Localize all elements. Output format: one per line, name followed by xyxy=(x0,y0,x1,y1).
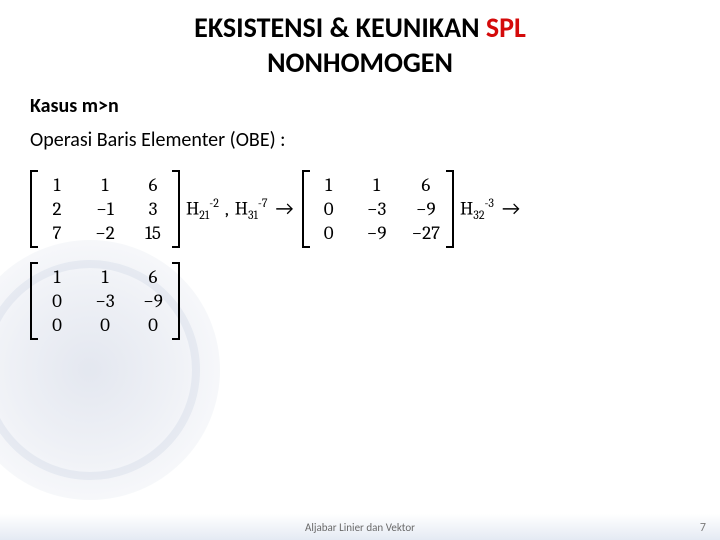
cell: 15 xyxy=(140,222,166,244)
cell: 1 xyxy=(92,266,118,288)
cell: −9 xyxy=(412,198,440,220)
cell: 1 xyxy=(316,174,342,196)
math-row-2: 116 0−3−9 000 xyxy=(30,262,690,340)
bracket-icon xyxy=(172,170,180,248)
cell: 7 xyxy=(44,222,70,244)
matrix-3: 116 0−3−9 000 xyxy=(30,262,180,340)
row-op-1a: H21-2 xyxy=(186,196,219,222)
cell: 6 xyxy=(140,266,166,288)
cell: 3 xyxy=(140,198,166,220)
row-op-2: H32-3 xyxy=(460,196,494,222)
cell: 0 xyxy=(140,314,166,336)
op-base: H xyxy=(460,197,473,219)
cell: −3 xyxy=(364,198,390,220)
math-row-1: 116 2−13 7−215 H21-2 , H31-7 → 116 0−3−9… xyxy=(30,170,690,248)
cell: 0 xyxy=(44,314,70,336)
comma: , xyxy=(225,198,229,220)
cell: −3 xyxy=(92,290,118,312)
title-text-red: SPL xyxy=(486,10,526,45)
op-sup: -7 xyxy=(258,196,268,210)
cell: 0 xyxy=(316,198,342,220)
case-subheading: Kasus m>n xyxy=(30,94,690,118)
matrix-2-body: 116 0−3−9 0−9−27 xyxy=(310,170,446,248)
op-base: H xyxy=(235,197,248,219)
cell: 2 xyxy=(44,198,70,220)
slide-title-line2: NONHOMOGEN xyxy=(30,45,690,80)
arrow-icon: → xyxy=(276,197,294,221)
title-text-black: EKSISTENSI & KEUNIKAN xyxy=(194,10,486,45)
matrix-2: 116 0−3−9 0−9−27 xyxy=(302,170,454,248)
cell: 6 xyxy=(140,174,166,196)
matrix-1-body: 116 2−13 7−215 xyxy=(38,170,172,248)
op-base: H xyxy=(186,197,199,219)
obe-label: Operasi Baris Elementer (OBE) : xyxy=(30,128,690,152)
cell: 0 xyxy=(92,314,118,336)
matrix-1: 116 2−13 7−215 xyxy=(30,170,180,248)
op-sup: -2 xyxy=(209,196,219,210)
cell: 0 xyxy=(44,290,70,312)
slide-container: EKSISTENSI & KEUNIKAN SPL NONHOMOGEN Kas… xyxy=(0,0,720,540)
cell: 0 xyxy=(316,222,342,244)
cell: −9 xyxy=(140,290,166,312)
op-sub: 21 xyxy=(199,208,209,222)
cell: 1 xyxy=(364,174,390,196)
op-sub: 32 xyxy=(473,208,484,222)
cell: 1 xyxy=(92,174,118,196)
bracket-icon xyxy=(30,262,38,340)
cell: −2 xyxy=(92,222,118,244)
arrow-icon: → xyxy=(502,197,520,221)
bracket-icon xyxy=(30,170,38,248)
op-sub: 31 xyxy=(248,208,258,222)
bracket-icon xyxy=(302,170,310,248)
cell: 1 xyxy=(44,266,70,288)
cell: −9 xyxy=(364,222,390,244)
bracket-icon xyxy=(172,262,180,340)
cell: 6 xyxy=(412,174,440,196)
slide-title-line1: EKSISTENSI & KEUNIKAN SPL xyxy=(30,10,690,45)
matrix-3-body: 116 0−3−9 000 xyxy=(38,262,172,340)
cell: 1 xyxy=(44,174,70,196)
op-sup: -3 xyxy=(484,196,493,210)
cell: −27 xyxy=(412,222,440,244)
cell: −1 xyxy=(92,198,118,220)
bracket-icon xyxy=(446,170,454,248)
row-op-1b: H31-7 xyxy=(235,196,268,222)
